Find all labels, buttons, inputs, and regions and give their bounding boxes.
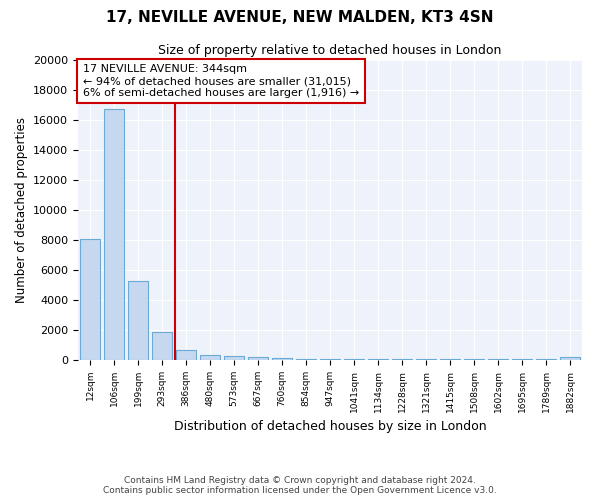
Bar <box>464 358 484 360</box>
Bar <box>128 280 148 360</box>
Bar <box>200 355 220 360</box>
Bar <box>440 358 460 360</box>
Text: 17 NEVILLE AVENUE: 344sqm
← 94% of detached houses are smaller (31,015)
6% of se: 17 NEVILLE AVENUE: 344sqm ← 94% of detac… <box>83 64 359 98</box>
Bar <box>392 358 412 360</box>
Title: Size of property relative to detached houses in London: Size of property relative to detached ho… <box>158 44 502 58</box>
Bar <box>248 357 268 360</box>
Bar <box>272 358 292 360</box>
Bar <box>152 332 172 360</box>
Bar <box>224 356 244 360</box>
Bar <box>176 350 196 360</box>
Text: Contains HM Land Registry data © Crown copyright and database right 2024.
Contai: Contains HM Land Registry data © Crown c… <box>103 476 497 495</box>
Bar <box>344 358 364 360</box>
Bar <box>512 358 532 360</box>
X-axis label: Distribution of detached houses by size in London: Distribution of detached houses by size … <box>173 420 487 433</box>
Bar <box>368 358 388 360</box>
Bar <box>80 238 100 360</box>
Bar <box>416 358 436 360</box>
Bar <box>536 358 556 360</box>
Bar <box>320 358 340 360</box>
Text: 17, NEVILLE AVENUE, NEW MALDEN, KT3 4SN: 17, NEVILLE AVENUE, NEW MALDEN, KT3 4SN <box>106 10 494 25</box>
Bar <box>104 110 124 360</box>
Bar <box>296 358 316 360</box>
Bar <box>488 358 508 360</box>
Y-axis label: Number of detached properties: Number of detached properties <box>14 117 28 303</box>
Bar <box>560 357 580 360</box>
